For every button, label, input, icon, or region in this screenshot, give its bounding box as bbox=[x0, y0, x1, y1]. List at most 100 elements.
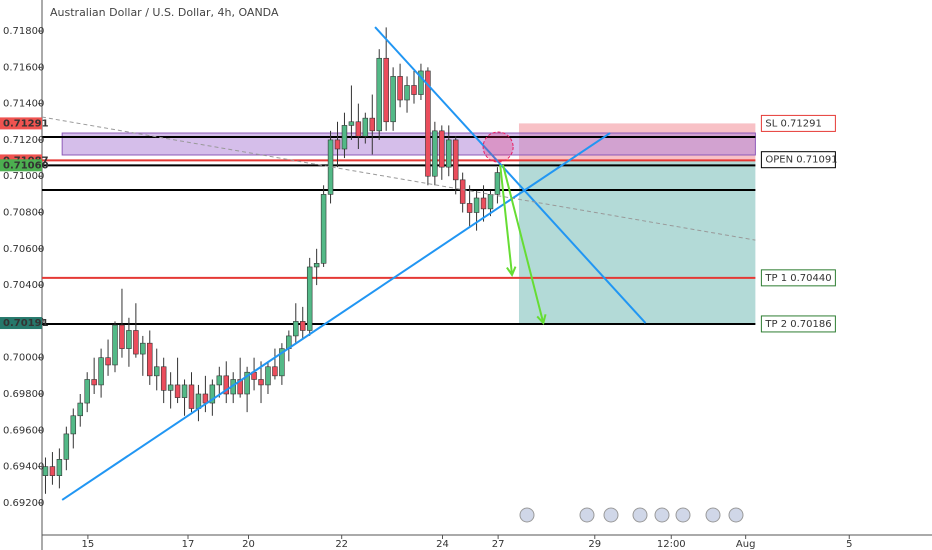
candle-body bbox=[167, 384, 174, 391]
candle-body bbox=[42, 466, 49, 476]
x-tick-label: 17 bbox=[182, 539, 195, 550]
candle-body bbox=[446, 139, 452, 168]
candle-body bbox=[223, 375, 229, 395]
candle-body bbox=[376, 57, 382, 132]
x-tick-label: 12:00 bbox=[657, 539, 686, 550]
candle-body bbox=[77, 402, 83, 417]
price-tag-label: 0.70191 bbox=[3, 318, 49, 329]
y-tick-label: 0.70000 bbox=[3, 353, 44, 364]
candle-body bbox=[439, 130, 445, 168]
candle-body bbox=[411, 85, 417, 95]
candle-body bbox=[300, 321, 306, 331]
candle-body bbox=[126, 330, 132, 349]
trend-line bbox=[41, 116, 756, 241]
candle-body bbox=[369, 117, 376, 132]
position-label-box bbox=[760, 151, 836, 169]
y-tick-label: 0.71800 bbox=[3, 26, 44, 37]
plot-layer bbox=[41, 26, 756, 501]
x-tick-label: 22 bbox=[335, 539, 348, 550]
y-tick-label: 0.71400 bbox=[3, 99, 44, 110]
price-tag bbox=[0, 317, 42, 330]
candle-body bbox=[480, 197, 487, 210]
candle-body bbox=[306, 266, 313, 331]
position-label: TP 2 0.70186 bbox=[764, 319, 831, 330]
position-label: OPEN 0.71091 bbox=[765, 155, 837, 166]
candle-body bbox=[49, 466, 56, 476]
position-label: SL 0.71291 bbox=[765, 118, 821, 129]
y-tick-label: 0.71600 bbox=[3, 62, 44, 73]
candle-body bbox=[244, 371, 250, 395]
candle-body bbox=[216, 375, 223, 386]
candle-body bbox=[432, 130, 438, 177]
trend-line bbox=[61, 132, 611, 501]
arrow bbox=[502, 164, 547, 326]
candle-body bbox=[348, 121, 355, 126]
candle-body bbox=[334, 139, 341, 150]
y-tick-label: 0.70400 bbox=[3, 280, 44, 291]
candle-body bbox=[63, 433, 70, 460]
y-tick-label: 0.70600 bbox=[3, 244, 44, 255]
candle-body bbox=[188, 384, 195, 409]
position-label-box bbox=[760, 315, 836, 333]
trend-line bbox=[374, 26, 647, 324]
price-tag bbox=[0, 117, 42, 130]
candle-body bbox=[272, 366, 278, 377]
candle-body bbox=[84, 379, 90, 404]
candle-body bbox=[91, 379, 97, 386]
y-tick-label: 0.70800 bbox=[3, 208, 44, 219]
y-tick-label: 0.69400 bbox=[3, 462, 44, 473]
chart-title: Australian Dollar / U.S. Dollar, 4h, OAN… bbox=[50, 6, 279, 19]
candle-body bbox=[56, 459, 63, 476]
candle-body bbox=[320, 194, 327, 264]
y-tick-label: 0.69600 bbox=[3, 425, 44, 436]
candle-body bbox=[147, 342, 153, 377]
x-tick-label: 24 bbox=[436, 539, 449, 550]
candle-body bbox=[418, 70, 424, 95]
price-tag-label: 0.71291 bbox=[3, 118, 49, 129]
candle-body bbox=[133, 330, 139, 355]
candle-body bbox=[112, 324, 118, 366]
price-tag bbox=[0, 159, 42, 172]
y-tick-label: 0.69800 bbox=[3, 389, 44, 400]
x-tick-label: 5 bbox=[846, 539, 852, 550]
candle-body bbox=[265, 366, 271, 386]
y-tick-label: 0.71000 bbox=[3, 171, 44, 182]
marker-circle bbox=[482, 131, 514, 163]
price-tag-label: 0.71060 bbox=[3, 160, 49, 171]
arrow bbox=[499, 164, 517, 278]
candle-body bbox=[459, 179, 466, 204]
candle-body bbox=[174, 384, 181, 398]
candle-body bbox=[195, 393, 202, 409]
candle-body bbox=[140, 342, 146, 355]
position-label-box bbox=[760, 114, 836, 132]
candle-body bbox=[119, 324, 125, 349]
candle-body bbox=[209, 384, 216, 404]
position-label-box bbox=[760, 269, 836, 287]
candle-body bbox=[487, 194, 494, 210]
candle-body bbox=[70, 415, 77, 435]
candle-body bbox=[466, 203, 473, 213]
candle-body bbox=[452, 139, 459, 181]
candle-body bbox=[362, 117, 369, 137]
candle-body bbox=[105, 357, 111, 366]
candle-body bbox=[383, 57, 389, 123]
candle-body bbox=[160, 366, 167, 391]
target-zone bbox=[518, 159, 756, 324]
candle-body bbox=[237, 379, 243, 395]
candle-body bbox=[279, 348, 285, 377]
candle-body bbox=[293, 321, 299, 337]
x-tick-label: 27 bbox=[492, 539, 505, 550]
position-label: TP 1 0.70440 bbox=[764, 273, 831, 284]
y-tick-label: 0.69200 bbox=[3, 498, 44, 509]
candle-body bbox=[425, 70, 431, 177]
x-tick-label: 29 bbox=[588, 539, 601, 550]
supply-zone bbox=[61, 132, 756, 156]
event-icons bbox=[519, 507, 744, 523]
candle-body bbox=[397, 76, 403, 101]
x-tick-label: 20 bbox=[242, 539, 255, 550]
x-tick-label: Aug bbox=[736, 539, 756, 550]
candle-body bbox=[341, 125, 348, 150]
candle-body bbox=[494, 172, 501, 195]
candle-body bbox=[313, 263, 320, 268]
